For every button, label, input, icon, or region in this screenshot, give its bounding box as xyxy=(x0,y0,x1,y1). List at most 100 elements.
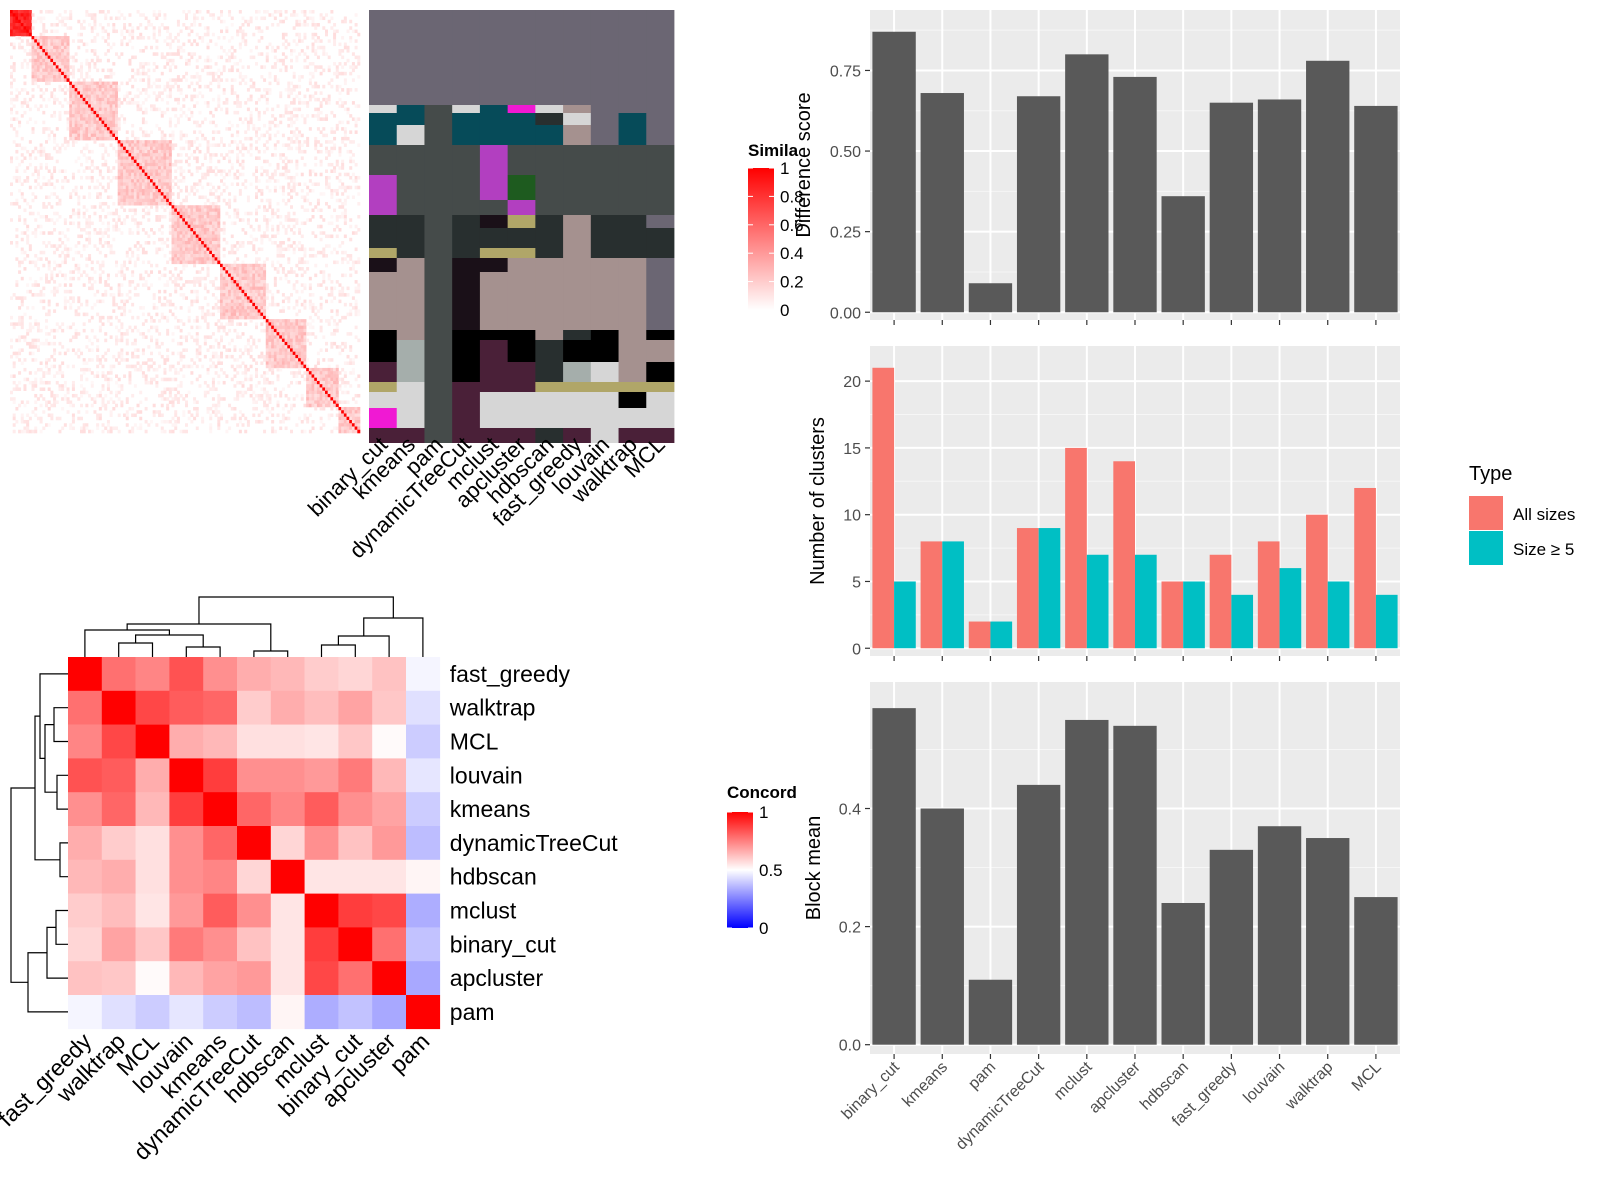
similarity-cell xyxy=(255,312,258,317)
similarity-cell xyxy=(306,267,310,271)
similarity-cell xyxy=(26,283,30,287)
similarity-cell xyxy=(63,247,67,252)
similarity-cell xyxy=(284,68,288,73)
similarity-cell xyxy=(222,315,226,320)
similarity-cell xyxy=(236,208,240,213)
similarity-cell xyxy=(330,26,334,30)
similarity-cell xyxy=(63,296,67,300)
similarity-cell xyxy=(281,341,285,346)
similarity-cell xyxy=(209,88,213,92)
similarity-cell xyxy=(335,101,339,105)
similarity-cell xyxy=(211,32,215,37)
similarity-cell xyxy=(176,75,180,79)
similarity-cell xyxy=(265,97,269,102)
similarity-cell xyxy=(58,146,62,151)
similarity-cell xyxy=(276,58,280,63)
similarity-cell xyxy=(115,325,118,330)
similarity-cell xyxy=(61,241,65,245)
similarity-cell xyxy=(71,91,75,95)
similarity-cell xyxy=(230,293,234,297)
similarity-cell xyxy=(222,228,226,232)
similarity-cell xyxy=(98,237,102,242)
similarity-cell xyxy=(290,88,293,92)
similarity-cell xyxy=(260,36,264,40)
similarity-cell xyxy=(50,156,54,160)
similarity-cell xyxy=(246,293,250,297)
similarity-cell xyxy=(338,172,342,177)
similarity-cell xyxy=(314,263,318,268)
similarity-cell xyxy=(333,71,337,76)
similarity-cell xyxy=(12,201,16,206)
similarity-cell xyxy=(268,319,272,323)
similarity-cell xyxy=(211,16,215,21)
similarity-cell xyxy=(354,117,358,121)
similarity-cell xyxy=(53,29,57,34)
similarity-cell xyxy=(346,45,350,50)
similarity-cell xyxy=(36,224,40,229)
similarity-cell xyxy=(193,13,197,17)
similarity-cell xyxy=(47,133,51,138)
similarity-cell xyxy=(152,166,156,170)
similarity-cell xyxy=(255,293,258,297)
similarity-cell xyxy=(82,19,86,24)
similarity-cell xyxy=(276,81,280,86)
similarity-cell xyxy=(58,169,62,173)
similarity-cell xyxy=(88,214,92,219)
similarity-cell xyxy=(36,328,40,333)
similarity-cell xyxy=(316,140,320,144)
similarity-cell xyxy=(195,120,199,125)
similarity-cell xyxy=(12,10,16,14)
similarity-cell xyxy=(276,260,280,265)
similarity-cell xyxy=(96,348,100,352)
similarity-cell xyxy=(18,45,22,50)
similarity-cell xyxy=(230,52,234,56)
similarity-cell xyxy=(77,169,81,173)
similarity-cell xyxy=(160,201,164,206)
similarity-cell xyxy=(18,205,22,209)
similarity-cell xyxy=(123,140,127,144)
similarity-cell xyxy=(109,68,113,73)
similarity-cell xyxy=(346,185,350,190)
similarity-cell xyxy=(10,55,13,60)
similarity-cell xyxy=(115,127,118,131)
similarity-cell xyxy=(141,348,145,352)
similarity-cell xyxy=(131,315,135,320)
similarity-cell xyxy=(343,62,347,66)
similarity-cell xyxy=(101,201,105,206)
similarity-cell xyxy=(90,159,94,164)
similarity-cell xyxy=(155,247,159,252)
similarity-cell xyxy=(55,195,59,200)
similarity-cell xyxy=(230,149,234,154)
similarity-cell xyxy=(12,32,16,37)
similarity-cell xyxy=(244,289,248,294)
similarity-cell xyxy=(55,247,59,252)
similarity-cell xyxy=(230,36,234,40)
similarity-cell xyxy=(193,338,197,343)
similarity-cell xyxy=(217,306,221,310)
similarity-cell xyxy=(203,260,207,265)
similarity-cell xyxy=(287,244,291,248)
similarity-cell xyxy=(85,13,89,17)
similarity-cell xyxy=(179,211,183,216)
similarity-cell xyxy=(314,312,318,317)
similarity-cell xyxy=(228,39,232,43)
similarity-cell xyxy=(125,185,129,190)
similarity-cell xyxy=(176,231,180,235)
similarity-cell xyxy=(166,192,170,196)
similarity-cell xyxy=(112,175,116,180)
similarity-cell xyxy=(263,328,267,333)
similarity-cell xyxy=(330,250,334,255)
similarity-cell xyxy=(343,45,347,50)
similarity-cell xyxy=(74,117,78,121)
similarity-cell xyxy=(290,341,293,346)
similarity-cell xyxy=(284,143,288,147)
similarity-cell xyxy=(279,328,283,333)
similarity-cell xyxy=(150,179,153,183)
similarity-cell xyxy=(195,81,199,86)
similarity-cell xyxy=(279,114,283,118)
similarity-cell xyxy=(225,332,229,336)
similarity-cell xyxy=(203,153,207,157)
similarity-cell xyxy=(246,127,250,131)
similarity-cell xyxy=(88,114,92,118)
similarity-cell xyxy=(117,127,121,131)
